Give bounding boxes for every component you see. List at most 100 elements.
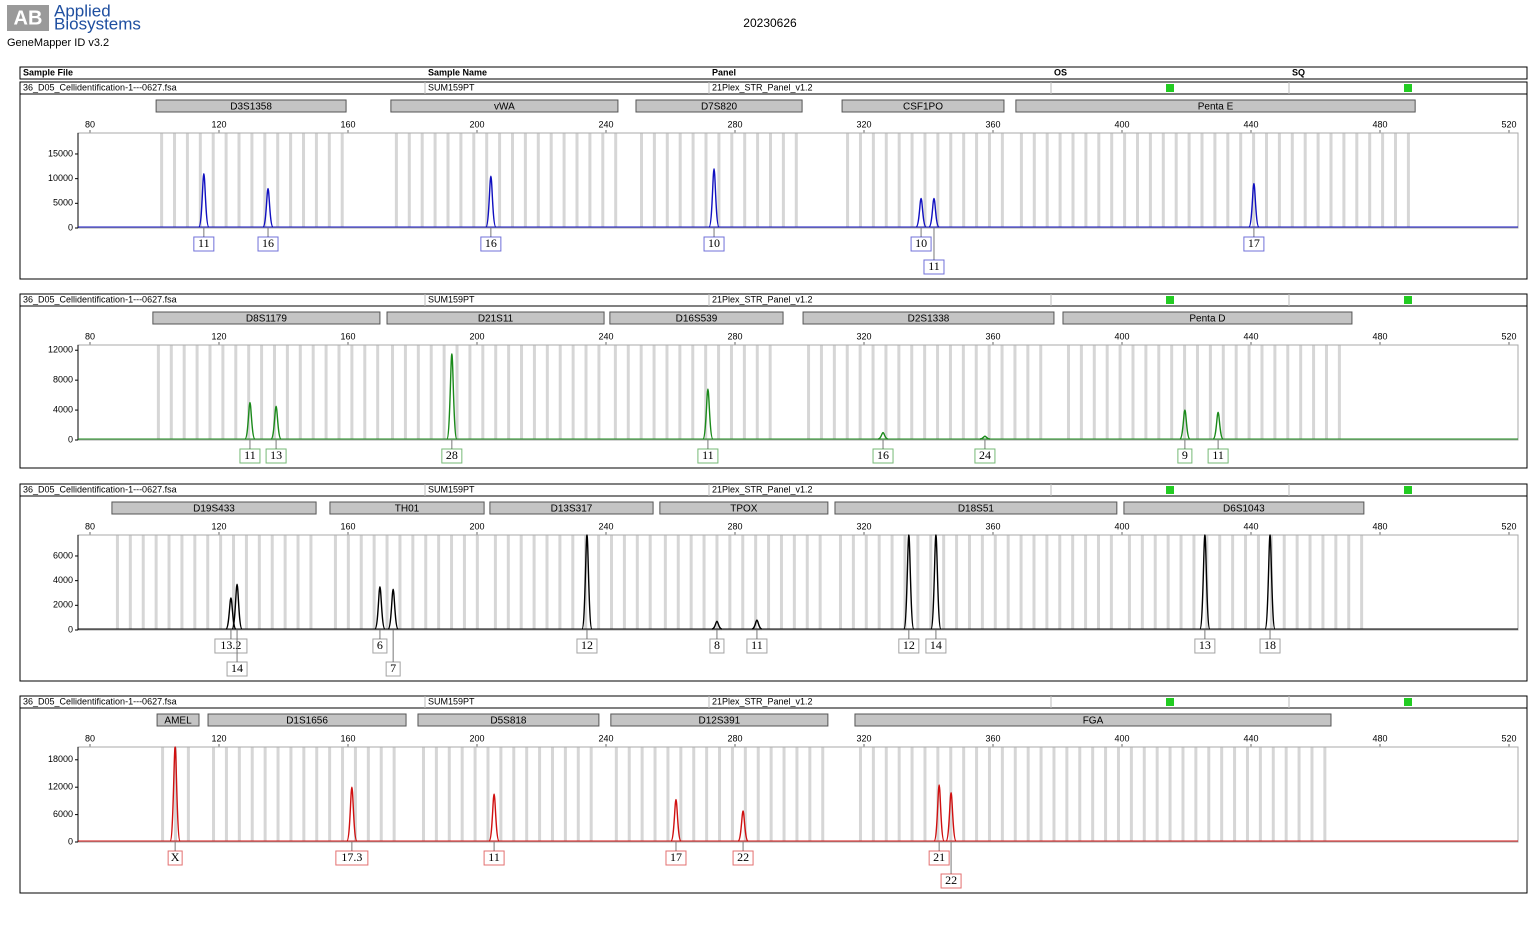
- allele-bin: [411, 535, 415, 630]
- allele-bin: [1039, 345, 1043, 440]
- allele-bin: [506, 535, 510, 630]
- allele-label: 24: [979, 448, 991, 462]
- allele-bin: [314, 133, 318, 228]
- allele-bin: [730, 133, 734, 228]
- marker-name: CSF1PO: [903, 102, 943, 113]
- allele-bin: [398, 535, 402, 630]
- allele-bin: [195, 345, 199, 440]
- allele-bin: [702, 535, 706, 630]
- x-tick-label: 480: [1372, 331, 1387, 341]
- allele-bin: [818, 535, 822, 630]
- allele-bin: [1135, 133, 1139, 228]
- peak: [903, 534, 915, 630]
- allele-bin: [923, 747, 927, 842]
- allele-bin: [987, 747, 991, 842]
- allele-bin: [718, 747, 722, 842]
- allele-bin: [154, 535, 158, 630]
- allele-label-box: [709, 638, 725, 654]
- allele-bin: [1226, 133, 1230, 228]
- allele-bin: [1347, 535, 1351, 630]
- allele-bin: [1071, 535, 1075, 630]
- column-header: SQ: [1292, 67, 1305, 77]
- allele-bin: [173, 747, 177, 842]
- x-tick-label: 160: [340, 733, 355, 743]
- allele-bin: [1058, 133, 1062, 228]
- allele-bin: [1312, 345, 1316, 440]
- x-tick-label: 240: [598, 521, 613, 531]
- marker-name: D2S1338: [908, 314, 950, 325]
- allele-bin: [350, 345, 354, 440]
- marker-bar: [155, 99, 347, 113]
- peak: [945, 791, 957, 842]
- allele-label: 11: [751, 638, 763, 652]
- quality-flag: [1166, 486, 1174, 494]
- x-tick-label: 400: [1114, 331, 1129, 341]
- allele-bin: [884, 747, 888, 842]
- peak: [979, 435, 991, 440]
- allele-bin: [1195, 345, 1199, 440]
- allele-bin: [851, 535, 855, 630]
- allele-bin: [1208, 345, 1212, 440]
- y-tick-label: 18000: [48, 754, 73, 764]
- marker-name: D18S51: [958, 504, 995, 515]
- x-tick-label: 400: [1114, 119, 1129, 129]
- quality-flag: [1166, 84, 1174, 92]
- allele-bin: [1233, 747, 1237, 842]
- x-tick-label: 360: [985, 119, 1000, 129]
- allele-bin: [717, 345, 721, 440]
- allele-bin: [1078, 747, 1082, 842]
- allele-bin: [1393, 133, 1397, 228]
- y-tick-label: 4000: [53, 575, 73, 585]
- sample-file: 36_D05_Cellidentification-1---0627.fsa: [23, 294, 177, 304]
- allele-bin: [510, 133, 514, 228]
- allele-label-box: [483, 850, 505, 866]
- allele-bin: [742, 345, 746, 440]
- quality-flag: [1404, 486, 1412, 494]
- allele-bin: [1019, 535, 1023, 630]
- allele-bin: [1174, 133, 1178, 228]
- allele-bin: [717, 133, 721, 228]
- allele-label: 17: [1248, 236, 1260, 250]
- marker-name: D16S539: [676, 314, 718, 325]
- allele-bin: [394, 133, 398, 228]
- allele-bin: [890, 535, 894, 630]
- allele-bin: [169, 345, 173, 440]
- allele-bin: [1297, 747, 1301, 842]
- allele-bin: [328, 747, 332, 842]
- allele-bin: [653, 747, 657, 842]
- allele-label-box: [1207, 448, 1229, 464]
- y-tick-label: 0: [68, 624, 73, 634]
- allele-bin: [967, 535, 971, 630]
- allele-label-box: [441, 448, 463, 464]
- allele-bin: [219, 535, 223, 630]
- allele-bin: [897, 133, 901, 228]
- marker-bar: [386, 311, 605, 325]
- allele-bin: [728, 535, 732, 630]
- x-tick-label: 120: [211, 733, 226, 743]
- allele-bin: [1096, 535, 1100, 630]
- allele-label: 16: [877, 448, 889, 462]
- allele-label-box: [214, 638, 248, 654]
- allele-bin: [403, 345, 407, 440]
- allele-bin: [324, 345, 328, 440]
- marker-bar: [1015, 99, 1416, 113]
- allele-bin: [588, 133, 592, 228]
- logo-line2: Biosystems: [54, 14, 141, 33]
- allele-label-box: [372, 638, 388, 654]
- allele-bin: [276, 747, 280, 842]
- allele-bin: [1168, 747, 1172, 842]
- allele-bin: [473, 747, 477, 842]
- x-tick-label: 320: [856, 331, 871, 341]
- allele-bin: [1032, 133, 1036, 228]
- allele-label-box: [193, 236, 215, 252]
- allele-bin: [678, 133, 682, 228]
- x-tick-label: 160: [340, 521, 355, 531]
- allele-label-box: [265, 448, 287, 464]
- allele-bin: [597, 535, 601, 630]
- marker-name: D12S391: [699, 716, 741, 727]
- allele-bin: [1252, 133, 1256, 228]
- y-tick-label: 8000: [53, 375, 73, 385]
- allele-bin: [652, 345, 656, 440]
- allele-bin: [792, 535, 796, 630]
- sample-file: 36_D05_Cellidentification-1---0627.fsa: [23, 484, 177, 494]
